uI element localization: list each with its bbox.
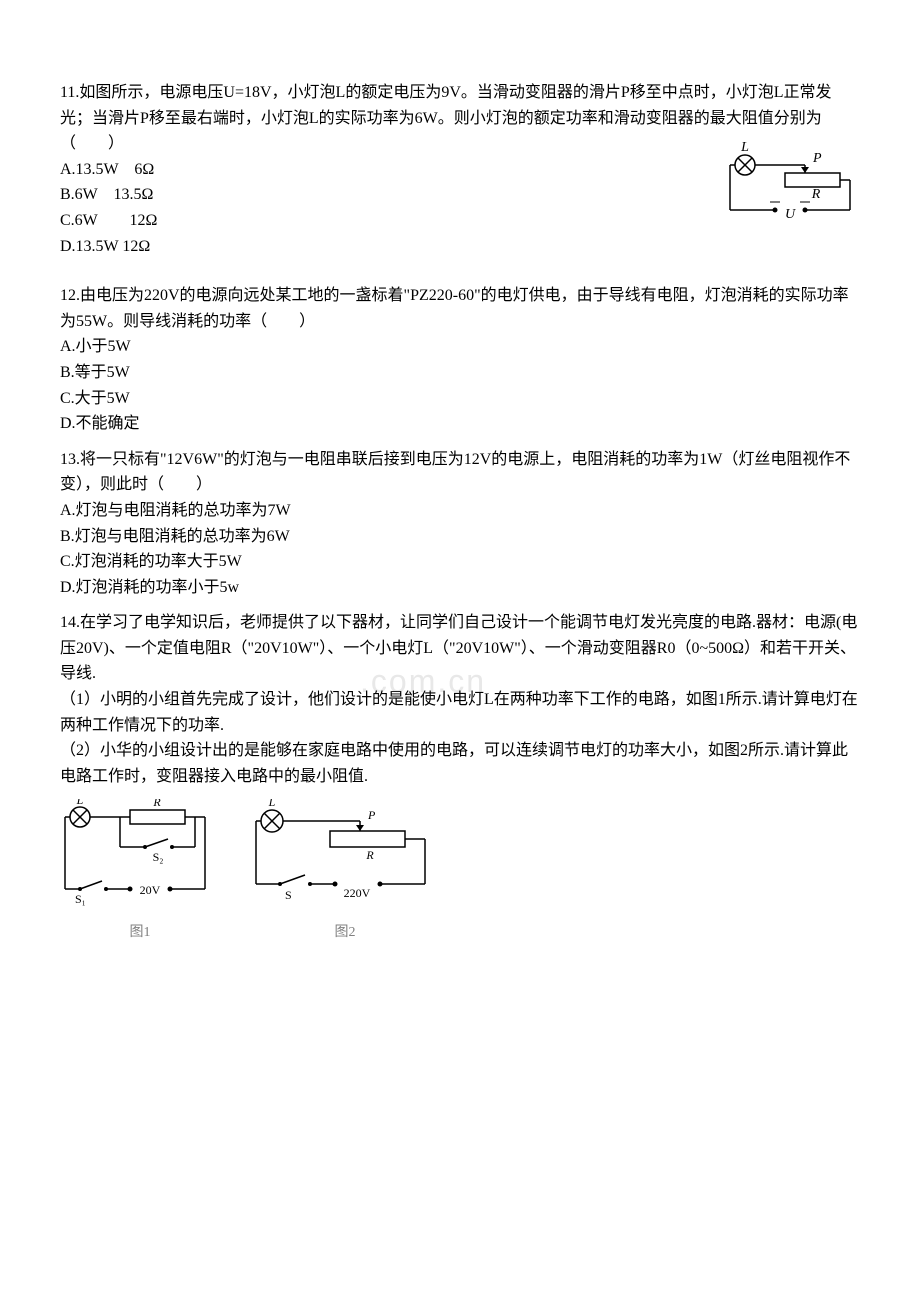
fig2-label-L: L — [268, 799, 276, 809]
fig2-label-S: S — [285, 888, 292, 902]
fig2-caption: 图2 — [250, 922, 440, 944]
q14-part2: （2）小华的小组设计出的是能够在家庭电路中使用的电路，可以连续调节电灯的功率大小… — [60, 738, 860, 789]
question-11: 11.如图所示，电源电压U=18V，小灯泡L的额定电压为9V。当滑动变阻器的滑片… — [60, 80, 860, 259]
q13-option-d: D.灯泡消耗的功率小于5w — [60, 575, 860, 601]
q11-label-R: R — [811, 187, 821, 202]
fig2-label-R: R — [365, 848, 374, 862]
fig1-label-S2: S₂ — [153, 850, 164, 864]
q11-label-U: U — [785, 207, 796, 220]
q11-label-L: L — [740, 140, 749, 155]
q14-part1: （1）小明的小组首先完成了设计，他们设计的是能使小电灯L在两种功率下工作的电路，… — [60, 687, 860, 738]
q11-circuit-diagram: L P R U — [720, 140, 860, 229]
fig1-label-V: 20V — [140, 883, 161, 897]
fig1-label-S1: S₁ — [75, 892, 86, 906]
q13-options: A.灯泡与电阻消耗的总功率为7W B.灯泡与电阻消耗的总功率为6W C.灯泡消耗… — [60, 498, 860, 600]
q14-stem: 14.在学习了电学知识后，老师提供了以下器材，让同学们自己设计一个能调节电灯发光… — [60, 610, 860, 687]
fig2-label-P: P — [367, 808, 376, 822]
q11-label-P: P — [812, 151, 822, 166]
q13-option-b: B.灯泡与电阻消耗的总功率为6W — [60, 524, 860, 550]
q13-option-a: A.灯泡与电阻消耗的总功率为7W — [60, 498, 860, 524]
q12-stem: 12.由电压为220V的电源向远处某工地的一盏标着"PZ220-60"的电灯供电… — [60, 283, 860, 334]
q11-option-d: D.13.5W 12Ω — [60, 234, 860, 260]
question-14: .com.cn 14.在学习了电学知识后，老师提供了以下器材，让同学们自己设计一… — [60, 610, 860, 944]
q12-options: A.小于5W B.等于5W C.大于5W D.不能确定 — [60, 334, 860, 436]
fig1-label-L: L — [76, 799, 84, 807]
question-13: 13.将一只标有"12V6W"的灯泡与一电阻串联后接到电压为12V的电源上，电阻… — [60, 447, 860, 601]
q12-option-d: D.不能确定 — [60, 411, 860, 437]
q14-figure-1: L R S₂ — [60, 799, 220, 944]
q12-option-a: A.小于5W — [60, 334, 860, 360]
fig1-label-R: R — [152, 799, 161, 809]
q12-option-c: C.大于5W — [60, 386, 860, 412]
q13-option-c: C.灯泡消耗的功率大于5W — [60, 549, 860, 575]
q12-option-b: B.等于5W — [60, 360, 860, 386]
q13-stem: 13.将一只标有"12V6W"的灯泡与一电阻串联后接到电压为12V的电源上，电阻… — [60, 447, 860, 498]
question-12: 12.由电压为220V的电源向远处某工地的一盏标着"PZ220-60"的电灯供电… — [60, 283, 860, 437]
q14-figure-2: L P R S — [250, 799, 440, 944]
q14-diagrams: L R S₂ — [60, 799, 860, 944]
fig1-caption: 图1 — [60, 922, 220, 944]
fig2-label-V: 220V — [344, 886, 371, 900]
